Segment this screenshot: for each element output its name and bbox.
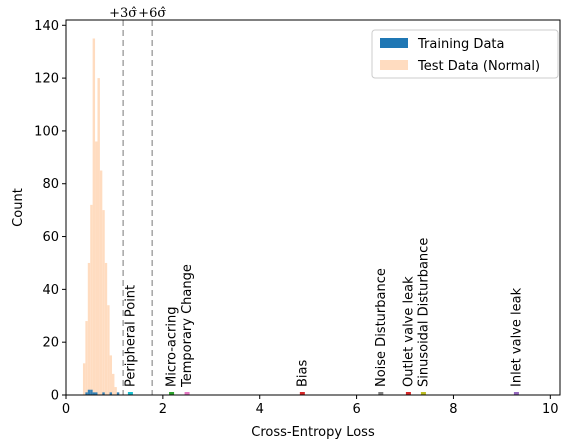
anomaly-marker <box>184 392 190 395</box>
y-tick-label: 40 <box>42 283 59 298</box>
y-tick-label: 100 <box>34 124 59 139</box>
histogram-bar-test <box>87 262 91 395</box>
x-tick-label: 10 <box>542 402 559 417</box>
histogram-bar-test <box>114 387 117 395</box>
plot-area: +3σ̂ +6σ̂ Peripheral Point Micro-acring Temp… <box>34 6 561 417</box>
histogram-bar-training <box>109 392 113 395</box>
histogram-bar-training <box>92 392 96 395</box>
histogram-bar-test <box>97 78 100 395</box>
y-tick-label: 140 <box>34 19 59 34</box>
histogram-bar-test <box>90 204 93 395</box>
anomaly-marker <box>420 392 426 395</box>
histogram-bar-training <box>95 392 98 395</box>
histogram-bar-test <box>92 38 96 396</box>
histogram-bar-training <box>116 392 120 395</box>
histogram-bar-test <box>112 373 115 395</box>
y-tick-label: 20 <box>42 336 59 351</box>
anomaly-label: Bias <box>295 360 310 387</box>
anomaly-label: Outlet valve leak <box>401 276 416 387</box>
anomaly-marker <box>299 392 305 395</box>
anomaly-label: Inlet valve leak <box>509 287 524 387</box>
anomaly-label: Noise Disturbance <box>374 268 389 387</box>
legend-frame <box>371 29 559 79</box>
y-tick-label: 80 <box>42 177 59 192</box>
y-axis-label: Count <box>11 188 26 227</box>
histogram-bar-test <box>107 305 110 395</box>
anomaly-label: Temporary Change <box>180 264 195 388</box>
legend: Training Data Test Data (Normal) <box>371 29 559 79</box>
x-tick-label: 6 <box>352 402 360 417</box>
histogram-bar-test <box>85 321 88 395</box>
threshold-label: +6σ̂ <box>138 6 166 21</box>
threshold-label: +3σ̂ <box>109 6 137 21</box>
x-tick-label: 2 <box>159 402 167 417</box>
histogram-bar-test <box>99 170 103 395</box>
anomaly-label: Micro-acring <box>165 307 180 387</box>
anomaly-marker <box>405 392 411 395</box>
legend-label-test: Test Data (Normal) <box>417 59 540 74</box>
histogram-bar-test <box>82 363 86 395</box>
legend-swatch-training <box>380 38 408 48</box>
histogram-bar-training <box>90 389 93 395</box>
histogram-bar-test <box>104 262 108 395</box>
x-tick-label: 8 <box>449 402 457 417</box>
histogram-bar-training <box>102 392 105 395</box>
anomaly-marker <box>378 392 384 395</box>
x-tick-label: 4 <box>256 402 264 417</box>
histogram-bar-test <box>109 355 113 395</box>
plot-frame <box>65 19 561 396</box>
y-tick-label: 120 <box>34 72 59 87</box>
x-axis-label: Cross-Entropy Loss <box>251 425 375 440</box>
y-tick-label: 60 <box>42 230 59 245</box>
anomaly-marker <box>169 392 175 395</box>
histogram-bar-test <box>95 141 98 395</box>
anomaly-label: Sinusoidal Disturbance <box>416 238 431 387</box>
y-tick-label: 0 <box>51 389 59 404</box>
anomaly-label: Peripheral Point <box>123 285 138 387</box>
x-tick-label: 0 <box>62 402 70 417</box>
histogram-bar-test <box>102 210 105 395</box>
histogram-bar-training <box>85 392 88 395</box>
legend-label-training: Training Data <box>417 37 504 52</box>
anomaly-marker <box>127 392 133 395</box>
anomaly-marker <box>513 392 519 395</box>
legend-swatch-test <box>380 60 408 70</box>
histogram-bar-training <box>87 389 91 395</box>
